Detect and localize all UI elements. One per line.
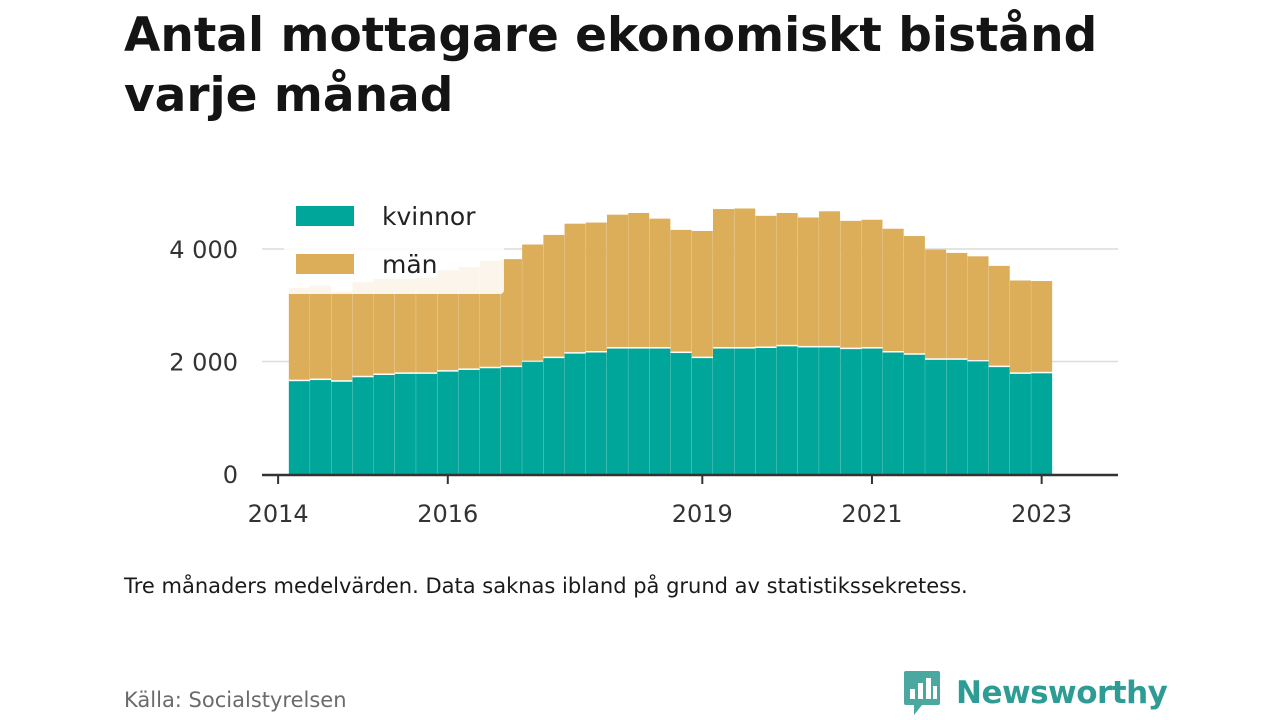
bar-man bbox=[522, 244, 544, 361]
bar-chart-bubble-icon bbox=[904, 671, 940, 715]
bar-man bbox=[713, 209, 735, 348]
bar-kvinnor bbox=[437, 371, 459, 474]
brand-logo[interactable]: Newsworthy bbox=[902, 668, 1168, 718]
bar-kvinnor bbox=[564, 353, 586, 474]
bar-kvinnor bbox=[479, 368, 501, 474]
bar-man bbox=[564, 223, 586, 353]
bar-kvinnor bbox=[713, 348, 735, 474]
bar-kvinnor bbox=[903, 354, 925, 474]
chart-note: Tre månaders medelvärden. Data saknas ib… bbox=[124, 574, 968, 598]
bar-kvinnor bbox=[882, 352, 904, 474]
chart-title: Antal mottagare ekonomiskt bistånd varje… bbox=[124, 8, 1098, 123]
bar-man bbox=[819, 211, 841, 346]
bar-man bbox=[967, 256, 989, 360]
bar-man bbox=[331, 291, 353, 381]
bar-man bbox=[1031, 281, 1053, 372]
x-tick-label: 2016 bbox=[417, 500, 478, 528]
bar-man bbox=[437, 270, 459, 371]
bar-kvinnor bbox=[543, 358, 565, 474]
bar-kvinnor bbox=[840, 349, 862, 474]
bar-kvinnor bbox=[946, 359, 968, 474]
bar-kvinnor bbox=[819, 347, 841, 474]
bar-kvinnor bbox=[988, 367, 1010, 474]
bar-man bbox=[543, 234, 565, 357]
y-tick-label: 4 000 bbox=[169, 236, 238, 264]
x-tick-label: 2021 bbox=[841, 500, 902, 528]
bar-man bbox=[310, 285, 332, 379]
bar-man bbox=[797, 217, 819, 346]
bar-man bbox=[352, 282, 374, 376]
legend-swatch bbox=[296, 254, 354, 274]
bar-kvinnor bbox=[416, 373, 438, 474]
bar-man bbox=[288, 287, 310, 380]
bar-kvinnor bbox=[288, 381, 310, 474]
bar-kvinnor bbox=[734, 348, 756, 474]
bar-man bbox=[606, 214, 628, 348]
brand-name: Newsworthy bbox=[956, 675, 1168, 711]
bar-man bbox=[755, 215, 777, 347]
bar-man bbox=[416, 277, 438, 373]
bar-man bbox=[882, 228, 904, 351]
x-tick-label: 2019 bbox=[672, 500, 733, 528]
x-tick-label: 2023 bbox=[1011, 500, 1072, 528]
bar-man bbox=[1009, 280, 1031, 373]
bar-man bbox=[734, 208, 756, 348]
x-tick-label: 2014 bbox=[248, 500, 309, 528]
bar-kvinnor bbox=[1031, 373, 1053, 474]
bar-man bbox=[861, 219, 883, 348]
bar-man bbox=[373, 278, 395, 374]
bar-man bbox=[670, 229, 692, 352]
y-tick-label: 2 000 bbox=[169, 349, 238, 377]
bar-man bbox=[903, 236, 925, 354]
legend-swatch bbox=[296, 206, 354, 226]
bar-man bbox=[649, 218, 671, 348]
bar-kvinnor bbox=[925, 359, 947, 474]
bar-man bbox=[394, 278, 416, 373]
bar-man bbox=[946, 252, 968, 359]
bar-kvinnor bbox=[352, 377, 374, 474]
bar-man bbox=[585, 222, 607, 351]
legend-label: män bbox=[382, 250, 438, 279]
bar-kvinnor bbox=[691, 358, 713, 474]
bar-kvinnor bbox=[331, 381, 353, 474]
bar-kvinnor bbox=[628, 348, 650, 474]
bar-kvinnor bbox=[585, 352, 607, 474]
bar-kvinnor bbox=[776, 346, 798, 474]
y-tick-label: 0 bbox=[223, 461, 238, 489]
bar-kvinnor bbox=[967, 361, 989, 474]
bar-man bbox=[500, 259, 522, 366]
bar-kvinnor bbox=[606, 348, 628, 474]
bar-kvinnor bbox=[522, 362, 544, 474]
bar-man bbox=[925, 249, 947, 359]
bar-man bbox=[628, 213, 650, 348]
bar-kvinnor bbox=[310, 380, 332, 474]
bar-man bbox=[840, 220, 862, 348]
bar-kvinnor bbox=[861, 348, 883, 474]
source-label: Källa: Socialstyrelsen bbox=[124, 688, 347, 712]
bar-kvinnor bbox=[458, 369, 480, 474]
bar-kvinnor bbox=[755, 348, 777, 474]
bar-kvinnor bbox=[1009, 373, 1031, 474]
bar-kvinnor bbox=[670, 353, 692, 474]
bar-man bbox=[691, 231, 713, 357]
legend-label: kvinnor bbox=[382, 202, 476, 231]
bar-kvinnor bbox=[797, 347, 819, 474]
bar-kvinnor bbox=[394, 373, 416, 474]
bar-kvinnor bbox=[373, 375, 395, 474]
bar-man bbox=[776, 213, 798, 345]
bar-kvinnor bbox=[500, 367, 522, 474]
bar-kvinnor bbox=[649, 348, 671, 474]
bar-man bbox=[988, 265, 1010, 366]
